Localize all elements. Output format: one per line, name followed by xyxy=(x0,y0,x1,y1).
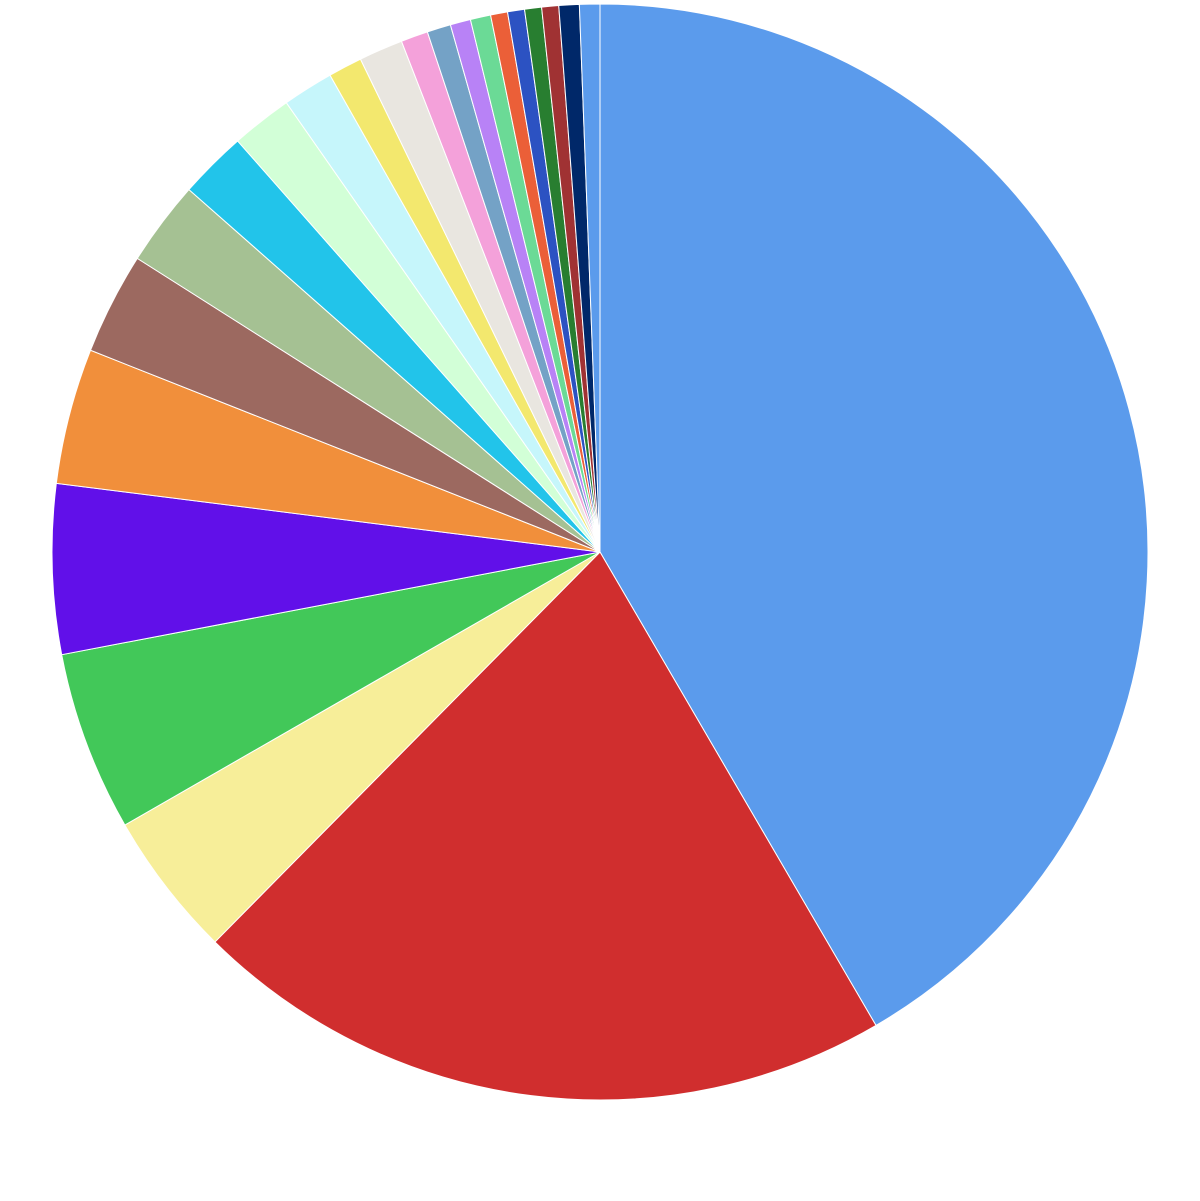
pie-chart-container xyxy=(0,0,1200,1201)
pie-chart xyxy=(0,0,1200,1201)
